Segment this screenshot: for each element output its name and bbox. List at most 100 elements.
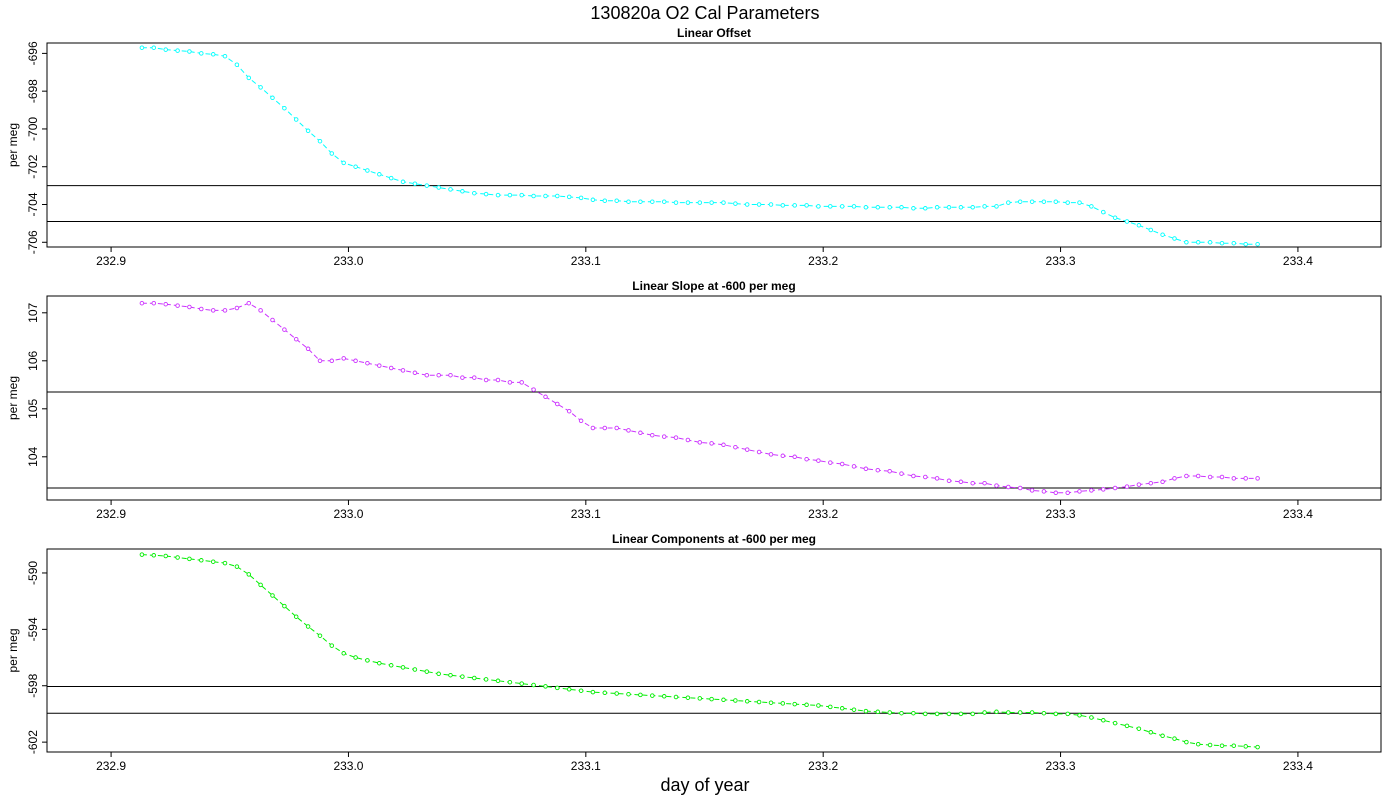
data-point (638, 692, 643, 698)
data-point (400, 368, 406, 373)
data-point (187, 49, 192, 54)
data-point (721, 697, 726, 703)
data-point (1255, 476, 1260, 481)
data-point (1089, 715, 1094, 720)
data-point (293, 336, 299, 342)
data-point (495, 678, 501, 684)
data-point (875, 709, 881, 715)
data-point (1184, 240, 1189, 245)
y-tick-label: 105 (26, 398, 40, 418)
data-point (602, 690, 608, 696)
data-point (934, 205, 940, 210)
data-point (590, 425, 596, 431)
panel-title: Linear Offset (677, 26, 751, 40)
data-point (519, 380, 524, 385)
data-point (1195, 240, 1201, 245)
data-point (697, 200, 703, 205)
data-point (175, 303, 180, 308)
data-point (1255, 241, 1260, 247)
x-tick-label: 233.3 (1046, 254, 1076, 268)
data-point (911, 710, 916, 716)
data-point (780, 701, 786, 706)
data-point (1029, 488, 1035, 493)
x-tick-label: 233.4 (1283, 507, 1313, 521)
y-axis-label: per meg (6, 628, 20, 672)
data-point (1231, 743, 1237, 748)
data-point (1148, 730, 1154, 735)
data-point (151, 300, 157, 306)
data-point (317, 633, 323, 638)
data-point (199, 306, 204, 312)
data-point (899, 710, 904, 716)
data-point (697, 696, 703, 701)
data-point (578, 688, 584, 693)
data-point (329, 358, 335, 364)
data-point (400, 179, 406, 185)
plot-frame (46, 548, 1382, 753)
data-point (199, 558, 204, 563)
data-point (828, 204, 833, 209)
data-point (222, 560, 228, 566)
data-point (626, 199, 631, 204)
data-point (329, 643, 335, 648)
data-point (804, 203, 809, 208)
data-point (946, 711, 952, 717)
data-point (863, 466, 869, 472)
data-point (436, 671, 441, 677)
data-point (1041, 199, 1047, 204)
data-point (1160, 479, 1165, 485)
data-point (139, 300, 145, 306)
x-tick-label: 232.9 (96, 507, 126, 521)
chart-panel-2: Linear Slope at -600 per meg 232.9 233.0 23… (6, 279, 1382, 521)
x-tick-label: 233.0 (333, 507, 363, 521)
y-tick-label: 104 (26, 446, 40, 466)
data-point (507, 192, 513, 198)
x-tick-label: 233.1 (571, 759, 601, 773)
data-point (448, 187, 453, 192)
data-point (365, 658, 370, 663)
data-point (851, 204, 857, 209)
data-point (199, 51, 204, 56)
data-point (270, 317, 275, 323)
y-axis-label: per meg (6, 376, 20, 420)
data-point (341, 356, 346, 361)
data-point (839, 204, 845, 209)
data-point (946, 478, 952, 484)
data-point (293, 614, 299, 619)
data-point (756, 202, 762, 207)
data-point (875, 205, 881, 210)
data-point (1172, 236, 1177, 241)
x-tick-label: 233.3 (1046, 507, 1076, 521)
data-point (543, 193, 548, 199)
data-point (578, 195, 584, 201)
data-point (365, 360, 370, 366)
data-point (1053, 711, 1059, 717)
x-tick-label: 233.0 (333, 759, 363, 773)
y-tick-label: 106 (26, 350, 40, 370)
data-point (709, 696, 714, 702)
data-point (816, 204, 821, 209)
data-point (566, 194, 572, 200)
data-point (685, 695, 691, 700)
panel-title: Linear Components at -600 per meg (612, 532, 816, 546)
data-point (175, 555, 180, 560)
y-tick-label: -700 (26, 117, 40, 141)
data-point (151, 45, 157, 50)
data-point (139, 45, 145, 50)
data-point (970, 480, 975, 486)
data-point (377, 660, 382, 666)
data-point (448, 672, 453, 678)
data-point (1219, 743, 1225, 748)
x-tick-label: 233.2 (808, 759, 838, 773)
data-point (365, 168, 370, 173)
data-point (816, 703, 821, 708)
data-point (1148, 480, 1154, 486)
data-point (1231, 476, 1237, 481)
data-point (329, 151, 335, 156)
data-point (1112, 215, 1118, 220)
data-point (863, 708, 869, 714)
data-point (650, 693, 655, 698)
data-point (744, 699, 750, 704)
data-point (1065, 200, 1070, 205)
